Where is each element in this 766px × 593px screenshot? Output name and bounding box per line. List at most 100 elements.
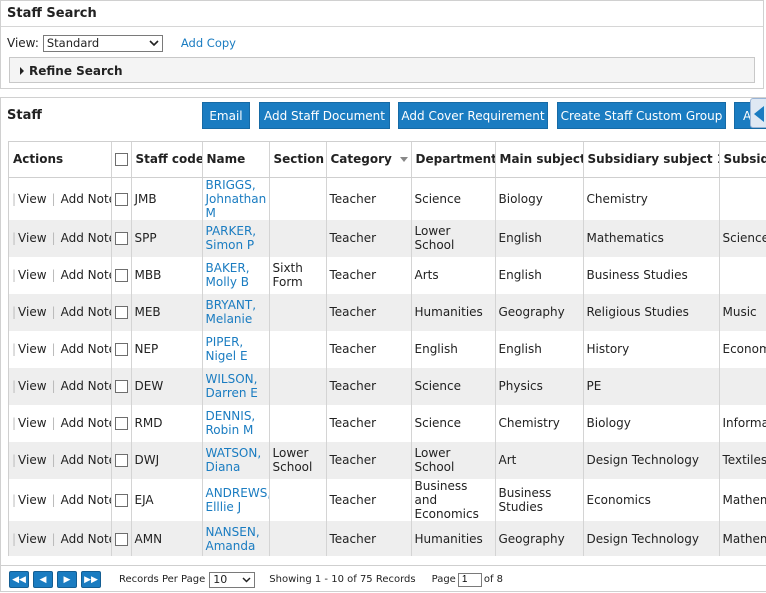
previous-page-button[interactable]: ◀ [33,571,53,588]
staff-code-cell: SPP [131,219,203,257]
section-cell [269,330,327,368]
view-action-link[interactable]: View [18,342,47,356]
view-action-link[interactable]: View [18,191,47,206]
view-action-link[interactable]: View [18,305,47,319]
col-header-department[interactable]: Department [411,142,496,178]
row-checkbox[interactable] [114,343,128,356]
col-header-staff-code[interactable]: Staff code [131,142,203,178]
staff-search-panel: Staff Search View: Standard Add Copy Ref… [0,0,764,89]
view-action-link[interactable]: View [18,532,47,546]
add-note-action-link[interactable]: Add Note [60,379,111,393]
subsidiary-subject-2-cell: Science [719,219,766,257]
col-header-subsidiary-subject-2[interactable]: Subsidiary subject 2 [719,142,766,178]
department-cell: English [411,330,496,368]
actions-cell: | View | Add Note [9,478,112,521]
subsidiary-subject-2-cell: Information Technology [719,404,766,442]
view-action-link[interactable]: View [18,268,47,282]
add-note-action-link[interactable]: Add Note [60,191,111,206]
add-note-action-link[interactable]: Add Note [60,305,111,319]
add-note-action-link[interactable]: Add Note [60,453,111,467]
view-select[interactable]: Standard [42,34,163,52]
staff-name-link[interactable]: PARKER, Simon P [202,219,270,257]
col-header-subsidiary-subject-1[interactable]: Subsidiary subject 1 [583,142,720,178]
table-row[interactable]: | View | Add Note JMB BRIGGS, Johnathan M Teac… [9,177,766,220]
view-action-link[interactable]: View [18,453,47,467]
col-header-section[interactable]: Section [269,142,327,178]
staff-code-cell: RMD [131,404,203,442]
row-checkbox[interactable] [114,232,128,245]
row-checkbox-cell [111,293,132,331]
page-label: Page [431,574,456,585]
view-action-link[interactable]: View [18,231,47,245]
staff-name-link[interactable]: NANSEN, Amanda [202,520,270,556]
category-cell: Teacher [326,520,412,556]
add-note-action-link[interactable]: Add Note [60,231,111,245]
table-row[interactable]: | View | Add Note SPP PARKER, Simon P Teacher L… [9,219,766,257]
staff-name-link[interactable]: BRYANT, Melanie [202,293,270,331]
subsidiary-subject-2-cell: Textiles [719,441,766,479]
add-note-action-link[interactable]: Add Note [60,268,111,282]
add-copy-link[interactable]: Add Copy [180,36,236,50]
table-row[interactable]: | View | Add Note RMD DENNIS, Robin M Teacher S… [9,404,766,442]
section-cell [269,367,327,405]
view-action-link[interactable]: View [18,492,47,507]
view-action-link[interactable]: View [18,416,47,430]
first-page-button[interactable]: ◀◀ [9,571,29,588]
row-checkbox[interactable] [114,192,128,206]
table-row[interactable]: | View | Add Note EJA ANDREWS, Elllie J Teache… [9,478,766,521]
select-all-checkbox[interactable] [114,153,128,167]
add-cover-requirement-button[interactable]: Add Cover Requirement [398,102,548,129]
add-staff-document-button[interactable]: Add Staff Document [259,102,390,129]
row-checkbox[interactable] [114,454,128,467]
row-checkbox[interactable] [114,417,128,430]
table-row[interactable]: | View | Add Note MEB BRYANT, Melanie Teacher H… [9,293,766,331]
create-staff-custom-group-button[interactable]: Create Staff Custom Group [557,102,726,129]
row-checkbox[interactable] [114,306,128,319]
row-checkbox[interactable] [114,493,128,507]
add-note-action-link[interactable]: Add Note [60,492,111,507]
col-header-name[interactable]: Name [202,142,270,178]
row-checkbox[interactable] [114,533,128,546]
staff-name-link[interactable]: ANDREWS, Elllie J [202,478,270,521]
table-row[interactable]: | View | Add Note DEW WILSON, Darren E Teacher… [9,367,766,405]
view-action-link[interactable]: View [18,379,47,393]
category-cell: Teacher [326,293,412,331]
section-cell [269,293,327,331]
page-number-input[interactable] [457,572,482,587]
section-cell: Lower School [269,441,327,479]
department-cell: Humanities [411,293,496,331]
subsidiary-subject-1-cell: Religious Studies [583,293,720,331]
add-note-action-link[interactable]: Add Note [60,342,111,356]
subsidiary-subject-1-cell: Design Technology [583,520,720,556]
main-subject-cell: English [495,256,584,294]
row-checkbox[interactable] [114,380,128,393]
add-note-action-link[interactable]: Add Note [60,532,111,546]
staff-name-link[interactable]: PIPER, Nigel E [202,330,270,368]
next-page-button[interactable]: ▶ [57,571,77,588]
staff-name-link[interactable]: DENNIS, Robin M [202,404,270,442]
staff-name-link[interactable]: WATSON, Diana [202,441,270,479]
section-cell [269,478,327,521]
col-header-category[interactable]: Category [326,142,412,178]
last-page-button[interactable]: ▶▶ [81,571,101,588]
refine-search-toggle[interactable]: Refine Search [9,57,755,83]
table-row[interactable]: | View | Add Note AMN NANSEN, Amanda Teacher Hu… [9,520,766,556]
row-checkbox[interactable] [114,269,128,282]
staff-grid: Actions Staff code Name Section Category… [8,141,766,556]
collapse-panel-icon[interactable] [750,98,766,128]
email-button[interactable]: Email [202,102,250,129]
department-cell: Lower School [411,219,496,257]
table-row[interactable]: | View | Add Note DWJ WATSON, Diana Lower Scho… [9,441,766,479]
department-cell: Science [411,404,496,442]
row-checkbox-cell [111,256,132,294]
table-row[interactable]: | View | Add Note MBB BAKER, Molly B Sixth For… [9,256,766,294]
table-row[interactable]: | View | Add Note NEP PIPER, Nigel E Teacher En… [9,330,766,368]
records-per-page-select[interactable]: 10 [209,571,256,588]
staff-name-link[interactable]: BAKER, Molly B [202,256,270,294]
staff-code-cell: MBB [131,256,203,294]
add-note-action-link[interactable]: Add Note [60,416,111,430]
col-header-main-subject[interactable]: Main subject [495,142,584,178]
staff-name-link[interactable]: BRIGGS, Johnathan M [202,177,270,220]
main-subject-cell: English [495,219,584,257]
staff-name-link[interactable]: WILSON, Darren E [202,367,270,405]
